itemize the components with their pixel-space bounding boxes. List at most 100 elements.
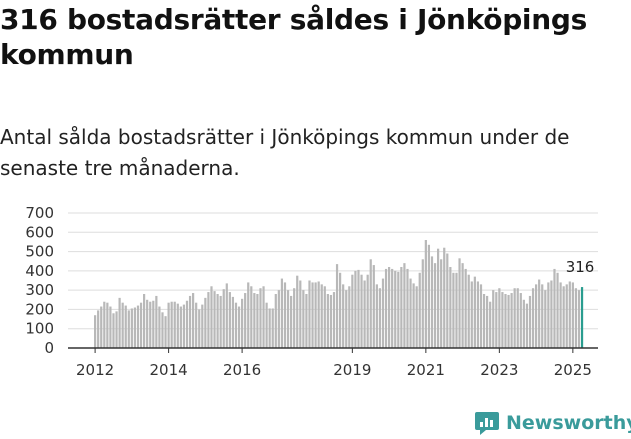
bar [568,281,571,348]
bar [335,264,339,348]
bar [158,306,161,348]
bar [394,270,397,348]
newsworthy-logo[interactable]: Newsworthy [474,407,631,439]
bar [329,294,333,348]
bar [427,244,431,348]
bar [103,301,106,348]
bar [219,295,222,348]
bar [458,258,461,348]
bar [161,312,164,348]
bar [201,304,204,348]
bar [522,299,525,348]
bar [369,259,372,348]
bar [188,295,192,348]
bar [192,293,195,348]
bar [130,308,133,348]
bar [115,311,118,348]
bar [421,259,424,348]
highlight-label: 316 [566,258,595,276]
bar [133,307,137,348]
bar [112,313,115,348]
bar [106,302,109,348]
bar [286,290,290,348]
bar [452,272,455,348]
y-tick-label: 200 [25,300,54,318]
bar [357,269,360,348]
bar [237,306,241,348]
bar [372,265,375,348]
y-tick-label: 100 [25,320,54,338]
bar [149,301,152,348]
bar [437,248,440,348]
bar [381,278,385,348]
bar [308,280,311,348]
x-tick-label: 2021 [407,361,445,379]
bar [143,294,146,348]
bar [167,302,170,348]
bar [216,294,219,348]
bar [455,272,458,348]
bar [204,297,207,348]
bar [259,288,262,348]
chart-title: 316 bostadsrätter såldes i Jönköpings ko… [0,3,587,71]
bar [538,279,541,348]
bar [136,305,140,348]
bar [299,280,302,348]
bar [504,294,507,348]
y-tick-label: 0 [44,339,54,357]
bar [207,292,210,348]
bar [446,253,449,348]
bar [577,290,581,348]
brand-name: Newsworthy [506,412,631,434]
bar [317,281,320,348]
bar [121,302,124,348]
bar [528,295,532,348]
bar [403,263,406,348]
bar [222,289,225,348]
bar [351,274,354,348]
bar [501,292,504,348]
bar [400,267,403,348]
bar [397,271,400,348]
bar [179,306,182,348]
bar [280,278,284,348]
bar [195,302,198,348]
y-tick-label: 600 [25,223,54,241]
bar [146,299,149,348]
bar [363,280,366,348]
bar [314,282,317,348]
bar [271,308,274,348]
bar [244,293,247,348]
bar [97,310,100,348]
bar [513,288,516,348]
bar [510,293,513,348]
bar [320,284,323,348]
bar [296,275,299,348]
bar [479,284,483,348]
bar [443,247,446,348]
bar [541,284,544,348]
bar [290,295,293,348]
bar [345,290,348,348]
bar [100,306,103,348]
newsworthy-icon [475,412,499,435]
bar [234,302,238,348]
bar [302,290,305,348]
bar [473,276,476,348]
bar [139,302,143,348]
bar [348,286,351,348]
bar [409,278,412,348]
bar [127,310,130,348]
bar [332,292,336,348]
bar [94,315,97,348]
y-tick-label: 500 [25,243,54,261]
x-axis: 2012 2014 2016 2019 2021 2023 2025 [76,348,592,379]
bar [449,267,452,348]
bar [152,300,155,348]
bar [118,297,121,348]
bar [170,301,173,348]
bar [519,293,522,348]
bar [574,288,578,348]
